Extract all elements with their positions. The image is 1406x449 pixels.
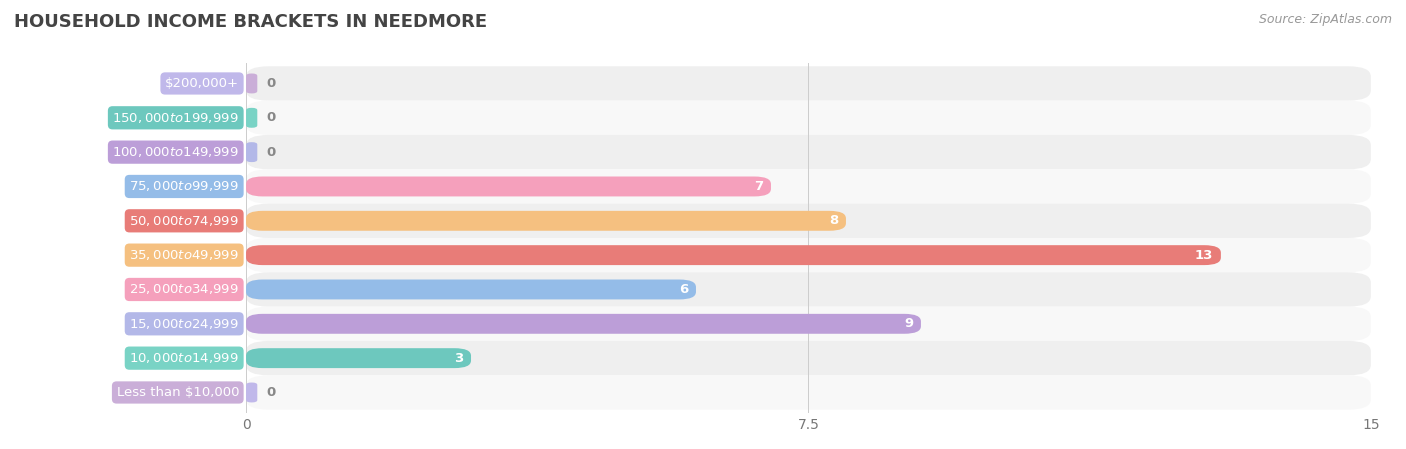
Text: 7: 7 bbox=[755, 180, 763, 193]
FancyBboxPatch shape bbox=[246, 66, 1371, 101]
FancyBboxPatch shape bbox=[246, 204, 1371, 238]
FancyBboxPatch shape bbox=[246, 169, 1371, 204]
Text: 0: 0 bbox=[266, 386, 276, 399]
Text: $35,000 to $49,999: $35,000 to $49,999 bbox=[129, 248, 239, 262]
Text: $75,000 to $99,999: $75,000 to $99,999 bbox=[129, 180, 239, 194]
FancyBboxPatch shape bbox=[246, 101, 1371, 135]
FancyBboxPatch shape bbox=[246, 307, 1371, 341]
Text: Less than $10,000: Less than $10,000 bbox=[117, 386, 239, 399]
Text: $150,000 to $199,999: $150,000 to $199,999 bbox=[112, 111, 239, 125]
FancyBboxPatch shape bbox=[246, 211, 846, 231]
Text: $10,000 to $14,999: $10,000 to $14,999 bbox=[129, 351, 239, 365]
FancyBboxPatch shape bbox=[246, 245, 1220, 265]
FancyBboxPatch shape bbox=[246, 238, 1371, 272]
Text: 0: 0 bbox=[266, 111, 276, 124]
Text: 0: 0 bbox=[266, 145, 276, 158]
Text: Source: ZipAtlas.com: Source: ZipAtlas.com bbox=[1258, 13, 1392, 26]
Text: $100,000 to $149,999: $100,000 to $149,999 bbox=[112, 145, 239, 159]
FancyBboxPatch shape bbox=[246, 272, 1371, 307]
FancyBboxPatch shape bbox=[246, 135, 1371, 169]
Text: $200,000+: $200,000+ bbox=[165, 77, 239, 90]
FancyBboxPatch shape bbox=[246, 314, 921, 334]
Text: HOUSEHOLD INCOME BRACKETS IN NEEDMORE: HOUSEHOLD INCOME BRACKETS IN NEEDMORE bbox=[14, 13, 488, 31]
Text: 8: 8 bbox=[830, 214, 838, 227]
FancyBboxPatch shape bbox=[246, 74, 257, 93]
FancyBboxPatch shape bbox=[246, 176, 770, 196]
Text: 0: 0 bbox=[266, 77, 276, 90]
FancyBboxPatch shape bbox=[246, 280, 696, 299]
Text: 13: 13 bbox=[1195, 249, 1213, 262]
FancyBboxPatch shape bbox=[246, 383, 257, 402]
Text: 3: 3 bbox=[454, 352, 464, 365]
FancyBboxPatch shape bbox=[246, 341, 1371, 375]
Text: 9: 9 bbox=[904, 317, 914, 330]
FancyBboxPatch shape bbox=[246, 108, 257, 128]
Text: $25,000 to $34,999: $25,000 to $34,999 bbox=[129, 282, 239, 296]
Text: $50,000 to $74,999: $50,000 to $74,999 bbox=[129, 214, 239, 228]
FancyBboxPatch shape bbox=[246, 375, 1371, 409]
FancyBboxPatch shape bbox=[246, 348, 471, 368]
Text: $15,000 to $24,999: $15,000 to $24,999 bbox=[129, 317, 239, 331]
FancyBboxPatch shape bbox=[246, 142, 257, 162]
Text: 6: 6 bbox=[679, 283, 689, 296]
